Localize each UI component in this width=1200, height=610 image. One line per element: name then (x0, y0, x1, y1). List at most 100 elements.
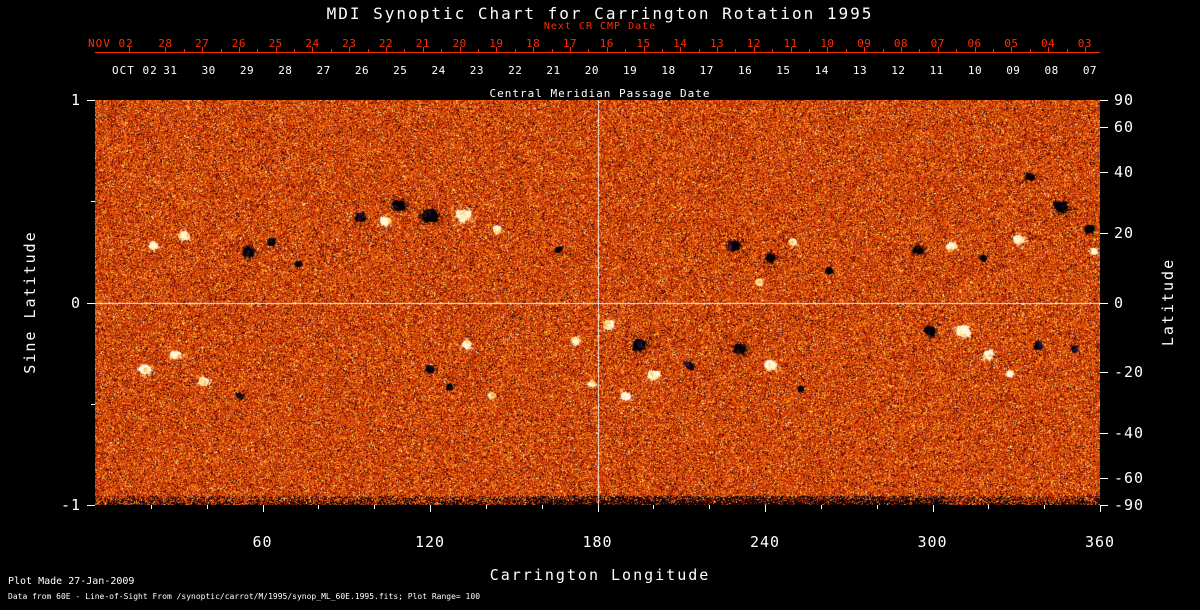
cmp-day-label: 28 (278, 64, 292, 77)
x-tick-label: 60 (252, 533, 272, 551)
y-right-label: 40 (1114, 163, 1134, 181)
footer-data-source: Data from 60E - Line-of-Sight From /syno… (8, 592, 480, 601)
cmp-day-label: 27 (317, 64, 331, 77)
next-cr-day-label: 13 (710, 37, 724, 50)
y-right-label: 0 (1114, 294, 1124, 312)
next-cr-day-label: 05 (1004, 37, 1018, 50)
x-major-tick (765, 505, 766, 512)
cmp-day-label: 13 (853, 64, 867, 77)
cmp-day-label: 14 (815, 64, 829, 77)
cmp-day-label: 17 (700, 64, 714, 77)
y-right-tick (1100, 127, 1108, 128)
cmp-day-label: 18 (661, 64, 675, 77)
x-tick-label: 300 (917, 533, 947, 551)
x-minor-tick (374, 505, 375, 509)
cmp-day-label: 29 (240, 64, 254, 77)
x-minor-tick (151, 505, 152, 509)
cmp-day-label: 23 (470, 64, 484, 77)
y-right-label: 60 (1114, 118, 1134, 136)
next-cr-day-label: 28 (158, 37, 172, 50)
next-cr-day-label: 21 (416, 37, 430, 50)
x-axis-label: Carrington Longitude (0, 566, 1200, 584)
x-tick-label: 180 (582, 533, 612, 551)
y-right-tick (1100, 172, 1108, 173)
y-left-label: 0 (71, 294, 81, 312)
next-cr-day-label: 18 (526, 37, 540, 50)
y-right-tick (1100, 433, 1108, 434)
cmp-day-label: 24 (431, 64, 445, 77)
x-minor-tick (709, 505, 710, 509)
x-tick-label: 240 (750, 533, 780, 551)
x-minor-tick (486, 505, 487, 509)
next-cr-day-label: 07 (931, 37, 945, 50)
next-cr-day-label: 10 (820, 37, 834, 50)
next-cr-axis-label: Next CR CMP Date (0, 21, 1200, 32)
cmp-axis-label: Central Meridian Passage Date (0, 87, 1200, 100)
cmp-day-label: 12 (891, 64, 905, 77)
next-cr-day-label: 09 (857, 37, 871, 50)
cmp-day-label: 16 (738, 64, 752, 77)
x-minor-tick (207, 505, 208, 509)
y-left-tick (87, 505, 95, 506)
cmp-day-label: 08 (1045, 64, 1059, 77)
next-cr-axis-line (95, 52, 1100, 53)
x-minor-tick (542, 505, 543, 509)
y-axis-label-right: Latitude (1159, 258, 1177, 346)
x-major-tick (430, 505, 431, 512)
y-right-label: -40 (1114, 424, 1144, 442)
y-right-label: -20 (1114, 363, 1144, 381)
x-tick-label: 360 (1085, 533, 1115, 551)
synoptic-magnetogram-canvas (95, 100, 1100, 505)
next-cr-day-label: 14 (673, 37, 687, 50)
next-cr-day-label: 06 (967, 37, 981, 50)
next-cr-day-label: 12 (747, 37, 761, 50)
next-cr-day-label: 04 (1041, 37, 1055, 50)
x-major-tick (1100, 505, 1101, 512)
cmp-day-label: 30 (202, 64, 216, 77)
y-left-tick (87, 303, 95, 304)
cmp-month-label: OCT 02 (112, 64, 158, 77)
x-minor-tick (988, 505, 989, 509)
next-cr-day-label: 16 (600, 37, 614, 50)
cmp-day-label: 26 (355, 64, 369, 77)
next-cr-day-label: 23 (342, 37, 356, 50)
next-cr-day-label: 03 (1078, 37, 1092, 50)
y-right-tick (1100, 233, 1108, 234)
cmp-day-label: 31 (163, 64, 177, 77)
footer-plot-made: Plot Made 27-Jan-2009 (8, 576, 134, 587)
next-cr-day-label: 27 (195, 37, 209, 50)
x-tick-label: 120 (415, 533, 445, 551)
x-minor-tick (1044, 505, 1045, 509)
y-right-tick (1100, 478, 1108, 479)
x-major-tick (263, 505, 264, 512)
y-right-label: -60 (1114, 469, 1144, 487)
next-cr-month-label: NOV 02 (88, 37, 134, 50)
next-cr-day-label: 11 (784, 37, 798, 50)
x-major-tick (598, 505, 599, 512)
cmp-day-label: 11 (930, 64, 944, 77)
next-cr-day-label: 20 (452, 37, 466, 50)
next-cr-day-label: 08 (894, 37, 908, 50)
next-cr-day-label: 24 (305, 37, 319, 50)
cmp-day-label: 09 (1006, 64, 1020, 77)
cmp-day-label: 25 (393, 64, 407, 77)
cmp-day-label: 07 (1083, 64, 1097, 77)
cmp-day-label: 20 (585, 64, 599, 77)
chart-stage: MDI Synoptic Chart for Carrington Rotati… (0, 0, 1200, 610)
y-right-tick (1100, 100, 1108, 101)
y-right-tick (1100, 303, 1108, 304)
cmp-day-label: 22 (508, 64, 522, 77)
cmp-day-label: 15 (776, 64, 790, 77)
next-cr-day-label: 25 (269, 37, 283, 50)
y-axis-label-left: Sine Latitude (21, 230, 39, 373)
x-minor-tick (821, 505, 822, 509)
x-minor-tick (318, 505, 319, 509)
y-left-tick (87, 100, 95, 101)
y-right-tick (1100, 372, 1108, 373)
x-major-tick (933, 505, 934, 512)
x-minor-tick (653, 505, 654, 509)
next-cr-day-label: 19 (489, 37, 503, 50)
y-left-label: -1 (61, 496, 81, 514)
y-right-label: 20 (1114, 224, 1134, 242)
y-right-label: -90 (1114, 496, 1144, 514)
